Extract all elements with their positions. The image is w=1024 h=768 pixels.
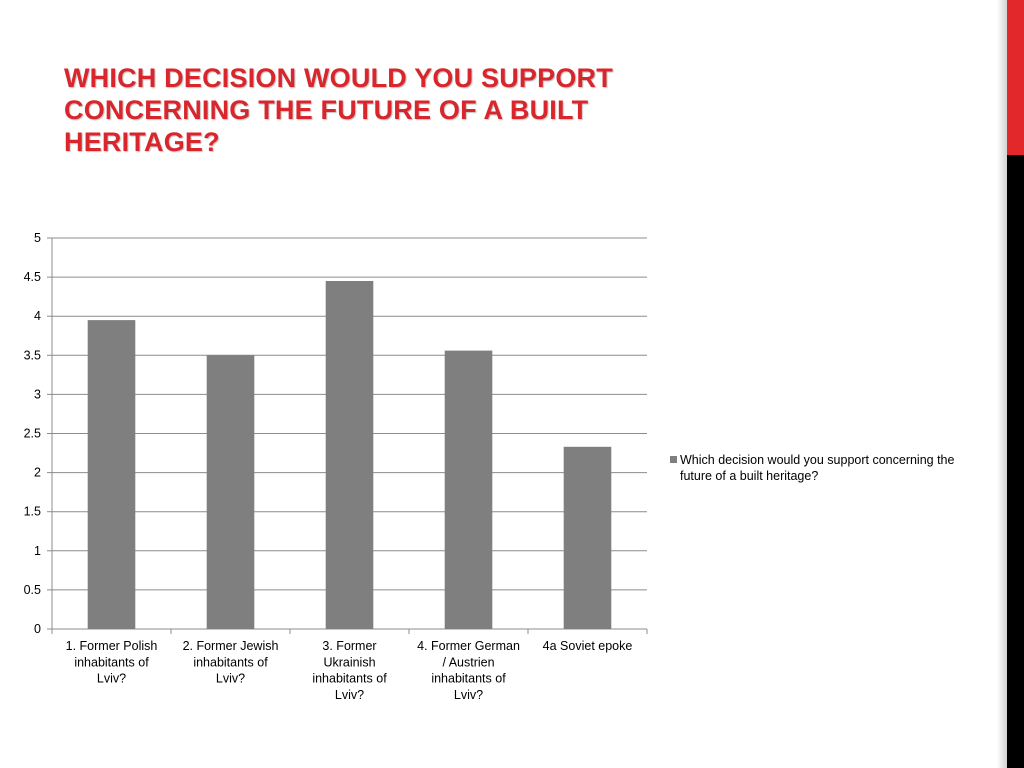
y-tick-label: 4 [34,309,41,323]
side-bar-shadow [997,0,1007,768]
x-category-label: 4a Soviet epoke [543,639,633,653]
bar [325,281,374,629]
y-tick-label: 0 [34,622,41,636]
bar-chart: 0 0.5 1 1.5 2 2.5 3 3.5 4 4.5 5 1. Former Polish inh… [24,231,648,702]
bar [444,350,493,629]
decorative-side-bar [997,0,1024,768]
y-tick-label: 2.5 [24,427,41,441]
bar [563,446,612,629]
y-tick-label: 3.5 [24,348,41,362]
legend-label: Which decision would you support concern… [680,453,955,483]
y-tick-label: 3 [34,387,41,401]
y-tick-label: 1.5 [24,505,41,519]
side-bar-red-segment [1007,0,1024,155]
y-tick-label: 4.5 [24,270,41,284]
y-tick-label: 2 [34,466,41,480]
legend-swatch [670,456,677,463]
y-tick-label: 0.5 [24,583,41,597]
y-tick-label: 1 [34,544,41,558]
y-tick-label: 5 [34,231,41,245]
chart-legend: Which decision would you support concern… [670,452,980,484]
slide-title: WHICH DECISION WOULD YOU SUPPORT CONCERN… [64,63,613,157]
x-category-label: 4. Former German / Austrien inhabitants of… [417,639,520,702]
bar [87,320,136,629]
side-bar-black-segment [1007,155,1024,768]
x-category-label: 1. Former Polish inhabitants of Lviv? [66,639,158,686]
x-category-label: 3. Former Ukrainish inhabitants of Lviv? [312,639,387,702]
x-category-label: 2. Former Jewish inhabitants of Lviv? [183,639,279,686]
bar [206,355,255,629]
